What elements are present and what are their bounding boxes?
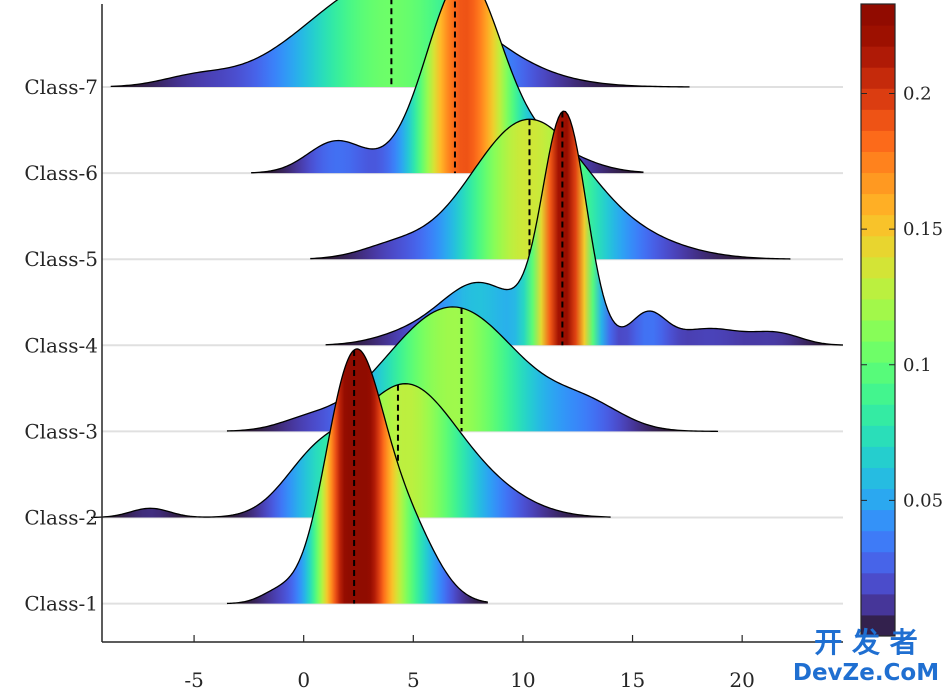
ridge-fill-class-4 <box>325 111 843 346</box>
colorbar-band <box>861 235 895 258</box>
ridge-fill-class-7 <box>110 0 690 87</box>
colorbar-band <box>861 67 895 89</box>
colorbar-tick-label: 0.2 <box>903 84 932 105</box>
y-tick-class-5: Class-5 <box>24 247 98 271</box>
ridge-outline-class-4 <box>325 110 844 346</box>
y-tick-class-1: Class-1 <box>24 592 98 616</box>
ridge-class-4 <box>325 110 844 346</box>
colorbar-band <box>861 341 895 363</box>
colorbar-band <box>861 551 895 574</box>
colorbar-band <box>861 277 895 300</box>
colorbar-band <box>861 320 895 342</box>
colorbar-band <box>861 193 895 216</box>
ridge-outline-class-1 <box>226 348 488 605</box>
colorbar-tick-label: 0.15 <box>903 219 943 240</box>
x-tick-label: 15 <box>620 668 645 691</box>
ridge-fill-class-6 <box>251 0 644 174</box>
colorbar-frame <box>860 3 896 637</box>
ridge-fill-class-1 <box>226 348 488 604</box>
colorbar-band <box>861 467 895 490</box>
y-tick-class-2: Class-2 <box>24 506 98 530</box>
colorbar-band <box>861 46 895 68</box>
x-tick-labels: -5 0 5 10 15 20 <box>184 635 755 691</box>
colorbar-band <box>861 256 895 279</box>
x-tick-label: 10 <box>510 668 535 691</box>
colorbar-band <box>861 383 895 405</box>
colorbar-band <box>861 446 895 468</box>
colorbar-band <box>861 425 895 447</box>
y-tick-class-4: Class-4 <box>24 333 98 357</box>
colorbar-band <box>861 214 895 237</box>
axes <box>101 4 843 643</box>
colorbar-tick-label: 0.05 <box>903 490 943 511</box>
colorbar-tick-label: 0.1 <box>903 355 932 376</box>
colorbar-band <box>861 4 895 26</box>
colorbar-band <box>861 298 895 321</box>
colorbar-band <box>861 614 895 637</box>
colorbar-band <box>861 172 895 195</box>
ridge-class-1 <box>226 348 488 605</box>
x-tick-label: 0 <box>297 668 310 691</box>
colorbar-band <box>861 509 895 532</box>
colorbar-band <box>861 404 895 426</box>
y-tick-class-7: Class-7 <box>24 75 98 99</box>
colorbar-band <box>861 488 895 511</box>
ridge-class-7 <box>110 0 690 88</box>
colorbar-band <box>861 572 895 595</box>
y-tick-class-3: Class-3 <box>24 419 98 443</box>
colorbar-band <box>861 130 895 152</box>
colorbar-band <box>861 362 895 384</box>
colorbar: 0.05 0.1 0.15 0.2 <box>860 3 943 637</box>
ridges <box>91 0 844 605</box>
y-tick-labels: Class-7 Class-6 Class-5 Class-4 Class-3 Class… <box>24 75 98 616</box>
colorbar-band <box>861 25 895 47</box>
ridge-outline-class-3 <box>226 306 719 432</box>
colorbar-band <box>861 88 895 110</box>
x-tick-label: 20 <box>729 668 754 691</box>
x-tick-label: -5 <box>184 668 203 691</box>
colorbar-band <box>861 593 895 616</box>
y-tick-class-6: Class-6 <box>24 161 98 185</box>
watermark-line2: DevZe.CoM <box>793 660 939 686</box>
watermark: 开 发 者 DevZe.CoM <box>793 626 939 686</box>
colorbar-band <box>861 530 895 553</box>
colorbar-band <box>861 109 895 131</box>
x-tick-label: 5 <box>407 668 420 691</box>
ridge-outline-class-5 <box>310 118 791 260</box>
ridge-outline-class-7 <box>110 0 690 88</box>
colorbar-band <box>861 151 895 174</box>
watermark-line1: 开 发 者 <box>814 626 918 659</box>
